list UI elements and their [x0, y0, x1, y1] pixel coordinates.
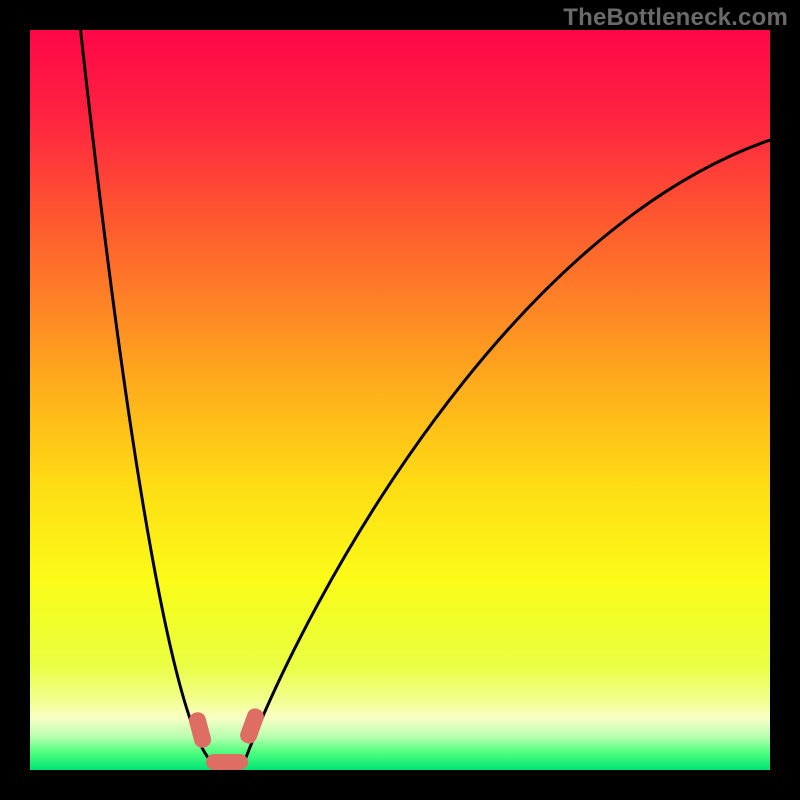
watermark: TheBottleneck.com: [563, 4, 788, 32]
plot-area: [30, 30, 770, 770]
marker: [206, 754, 248, 770]
gradient-background: [30, 30, 770, 770]
chart-root: TheBottleneck.com: [0, 0, 800, 800]
